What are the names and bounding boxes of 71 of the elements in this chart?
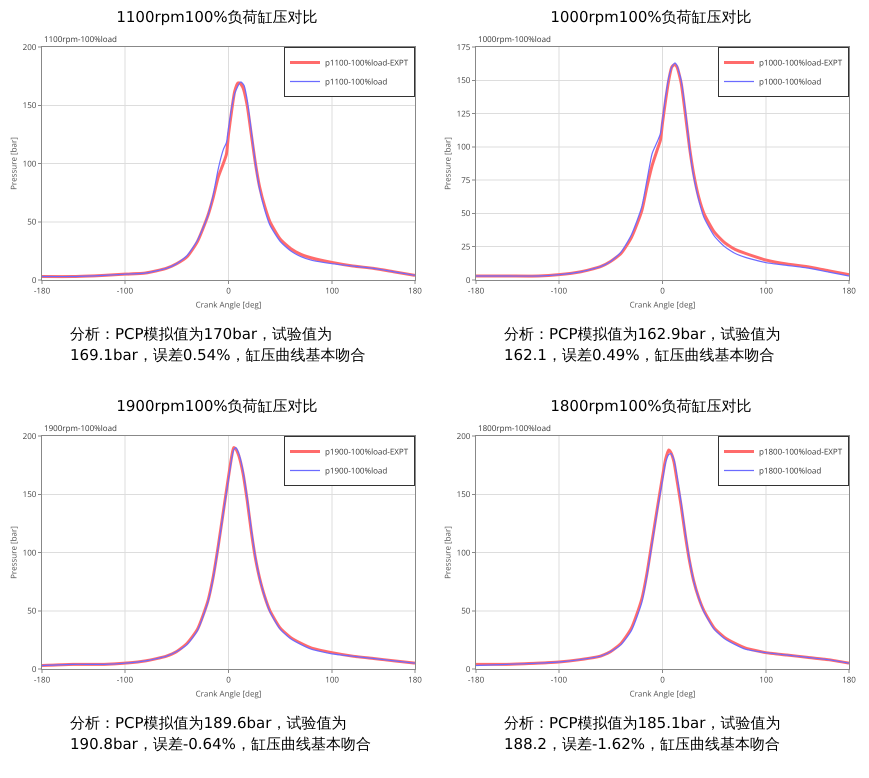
chart-title: 1800rpm100%负荷缸压对比 [549, 397, 753, 417]
legend-label: p1000-100%load [759, 76, 822, 88]
y-tick-label: 100 [456, 547, 471, 558]
legend-label: p1800-100%load-EXPT [759, 446, 843, 458]
y-tick-label: 200 [22, 430, 37, 442]
x-tick-label: -180 [34, 286, 51, 297]
y-tick-label: 100 [22, 547, 37, 558]
legend-label: p1900-100%load-EXPT [325, 446, 409, 458]
chart-subtitle: 1100rpm-100%load [44, 34, 118, 45]
y-tick-label: 0 [466, 664, 471, 675]
chart-subtitle: 1800rpm-100%load [478, 423, 552, 434]
x-tick-label: 180 [842, 286, 856, 297]
x-tick-label: 180 [408, 674, 422, 686]
y-tick-label: 150 [456, 75, 471, 86]
x-tick-label: 100 [759, 674, 774, 686]
y-tick-label: 200 [22, 42, 37, 53]
x-tick-label: -100 [550, 674, 568, 686]
x-axis-title: Crank Angle [deg] [630, 688, 696, 700]
y-tick-label: 50 [461, 208, 471, 220]
chart-subtitle: 1000rpm-100%load [478, 34, 552, 45]
legend-label: p1900-100%load [325, 466, 388, 477]
chart-title: 1900rpm100%负荷缸压对比 [115, 397, 319, 417]
x-tick-label: -180 [468, 286, 485, 297]
x-tick-label: -100 [116, 286, 134, 297]
y-tick-label: 0 [466, 274, 471, 286]
text: 分析：PCP模拟值为162.9bar，试验值为 162.1，误差0.49%，缸压曲线基本吻合 [503, 324, 782, 366]
x-axis-title: Crank Angle [deg] [196, 688, 262, 700]
y-tick-label: 175 [456, 42, 471, 53]
y-axis-title: Pressure [bar] [442, 526, 454, 579]
x-axis-title: Crank Angle [deg] [196, 300, 262, 311]
x-tick-label: 180 [842, 674, 856, 686]
x-tick-label: 0 [226, 674, 232, 686]
y-tick-label: 150 [22, 100, 37, 112]
y-axis-title: Pressure [bar] [442, 137, 454, 190]
chart-title: 1100rpm100%负荷缸压对比 [115, 8, 319, 28]
x-tick-label: -100 [550, 286, 568, 297]
y-tick-label: 0 [32, 274, 37, 286]
text: 分析：PCP模拟值为185.1bar，试验值为 188.2，误差-1.62%，缸压曲线基本吻合 [503, 713, 782, 755]
legend-label: p1100-100%load-EXPT [325, 58, 409, 69]
x-tick-label: 180 [408, 286, 422, 297]
y-tick-label: 0 [32, 664, 37, 675]
y-tick-label: 75 [461, 174, 471, 186]
y-tick-label: 200 [456, 430, 471, 442]
x-tick-label: -100 [116, 674, 134, 686]
text: 分析：PCP模拟值为170bar，试验值为 169.1bar，误差0.54%，缸压曲线基本吻合 [69, 324, 366, 366]
y-axis-title: Pressure [bar] [8, 526, 20, 579]
y-tick-label: 25 [461, 242, 471, 253]
x-tick-label: -180 [34, 674, 51, 686]
y-tick-label: 50 [461, 606, 471, 617]
y-tick-label: 50 [27, 216, 37, 228]
y-tick-label: 50 [27, 606, 37, 617]
y-tick-label: 100 [22, 158, 37, 170]
y-axis-title: Pressure [bar] [8, 137, 20, 190]
x-tick-label: 0 [226, 286, 232, 297]
chart-subtitle: 1900rpm-100%load [44, 423, 118, 434]
y-tick-label: 100 [456, 142, 471, 153]
x-tick-label: 100 [759, 286, 774, 297]
x-tick-label: 100 [325, 286, 340, 297]
y-tick-label: 125 [456, 108, 471, 120]
legend-label: p1800-100%load [759, 466, 822, 477]
x-axis-title: Crank Angle [deg] [630, 300, 696, 311]
y-tick-label: 150 [456, 489, 471, 500]
x-tick-label: -180 [468, 674, 485, 686]
y-tick-label: 150 [22, 489, 37, 500]
x-tick-label: 0 [660, 286, 666, 297]
legend-label: p1100-100%load [325, 76, 388, 88]
legend-label: p1000-100%load-EXPT [759, 58, 843, 69]
x-tick-label: 100 [325, 674, 340, 686]
text: 分析：PCP模拟值为189.6bar，试验值为 190.8bar，误差-0.64%，缸压曲线基本吻合 [69, 713, 372, 755]
chart-title: 1000rpm100%负荷缸压对比 [549, 8, 753, 28]
x-tick-label: 0 [660, 674, 666, 686]
